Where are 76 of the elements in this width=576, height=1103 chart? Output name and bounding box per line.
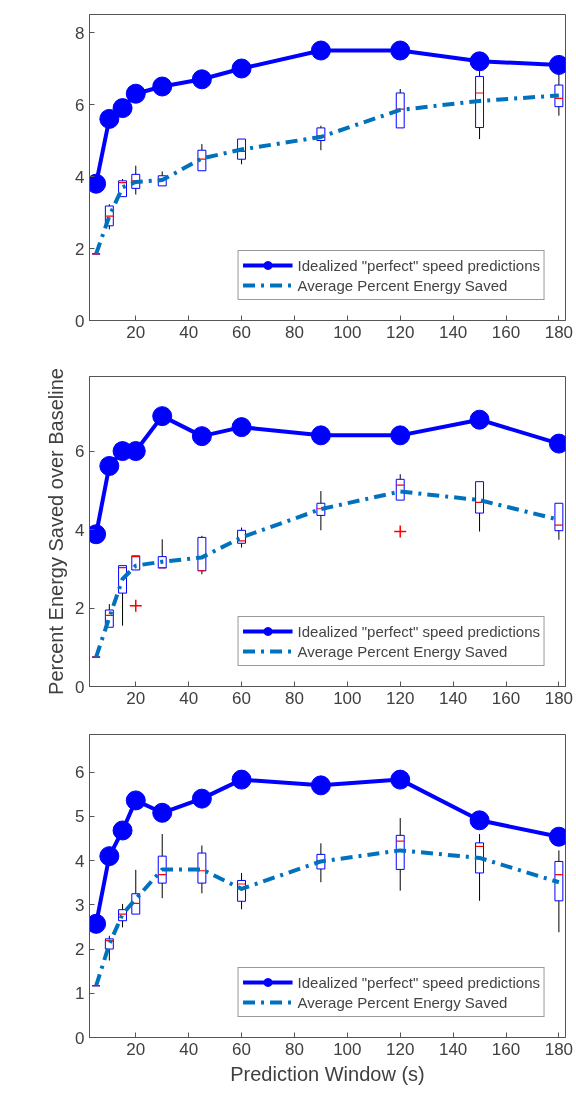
x-tick-label: 100: [333, 322, 362, 342]
point: [390, 769, 411, 790]
point: [231, 417, 252, 438]
legend-label: Idealized "perfect" speed predictions: [297, 973, 540, 991]
x-tick-label: 20: [126, 688, 146, 708]
y-tick-label: 4: [75, 520, 85, 540]
point: [469, 810, 490, 831]
legend-label: Idealized "perfect" speed predictions: [297, 622, 540, 640]
x-tick-label: 20: [126, 1039, 146, 1059]
point: [152, 76, 173, 97]
point: [99, 846, 120, 867]
y-tick-label: 0: [75, 1028, 85, 1048]
x-tick-label: 180: [544, 322, 574, 342]
point: [125, 790, 146, 811]
point: [152, 802, 173, 823]
x-tick-label: 120: [386, 1039, 415, 1059]
point: [469, 409, 490, 430]
y-tick-label: 6: [75, 763, 85, 783]
y-tick-label: 2: [75, 239, 85, 259]
x-tick-label: 100: [333, 1039, 362, 1059]
y-tick-label: 4: [75, 851, 85, 871]
y-tick-label: 0: [75, 677, 85, 697]
legend-label: Average Percent Energy Saved: [297, 993, 508, 1011]
point: [310, 775, 331, 796]
x-tick-label: 80: [284, 1039, 304, 1059]
x-tick-label: 40: [179, 688, 199, 708]
x-tick-label: 160: [491, 688, 521, 708]
legend-label: Average Percent Energy Saved: [297, 642, 508, 660]
x-tick-label: 140: [438, 688, 468, 708]
x-tick-label: 140: [438, 322, 468, 342]
legend-label: Idealized "perfect" speed predictions: [297, 256, 540, 274]
y-axis-title: Percent Energy Saved over Baseline: [45, 368, 68, 695]
legend-label: Average Percent Energy Saved: [297, 276, 508, 294]
x-tick-label: 60: [232, 688, 252, 708]
x-tick-label: 180: [544, 1039, 574, 1059]
point: [231, 769, 252, 790]
x-tick-label: 100: [333, 688, 362, 708]
y-tick-label: 6: [75, 95, 85, 115]
x-tick-label: 60: [232, 322, 252, 342]
y-tick-label: 2: [75, 599, 85, 619]
point: [231, 58, 252, 79]
point: [469, 51, 490, 72]
x-axis-title: Prediction Window (s): [230, 1062, 425, 1085]
point: [191, 426, 212, 447]
y-tick-label: 3: [75, 895, 85, 915]
x-tick-label: 180: [544, 688, 574, 708]
x-tick-label: 140: [438, 1039, 468, 1059]
y-tick-label: 1: [75, 984, 85, 1004]
point: [112, 98, 133, 119]
point: [390, 40, 411, 61]
point: [112, 820, 133, 841]
x-tick-label: 120: [386, 322, 415, 342]
x-tick-label: 20: [126, 322, 146, 342]
y-tick-label: 2: [75, 940, 85, 960]
point: [310, 40, 331, 61]
x-tick-label: 160: [491, 322, 521, 342]
point: [99, 108, 120, 129]
x-tick-label: 120: [386, 688, 415, 708]
point: [310, 425, 331, 446]
point: [191, 69, 212, 90]
point: [390, 425, 411, 446]
point: [152, 406, 173, 427]
x-tick-label: 80: [284, 322, 304, 342]
x-tick-label: 80: [284, 688, 304, 708]
y-tick-label: 6: [75, 442, 85, 462]
point: [125, 83, 146, 104]
y-tick-label: 8: [75, 23, 85, 43]
x-tick-label: 40: [179, 1039, 199, 1059]
x-tick-label: 40: [179, 322, 199, 342]
x-tick-label: 60: [232, 1039, 252, 1059]
point: [99, 455, 120, 476]
y-tick-label: 0: [75, 311, 85, 331]
y-tick-label: 4: [75, 167, 85, 187]
point: [191, 788, 212, 809]
y-tick-label: 5: [75, 807, 85, 827]
x-tick-label: 160: [491, 1039, 521, 1059]
